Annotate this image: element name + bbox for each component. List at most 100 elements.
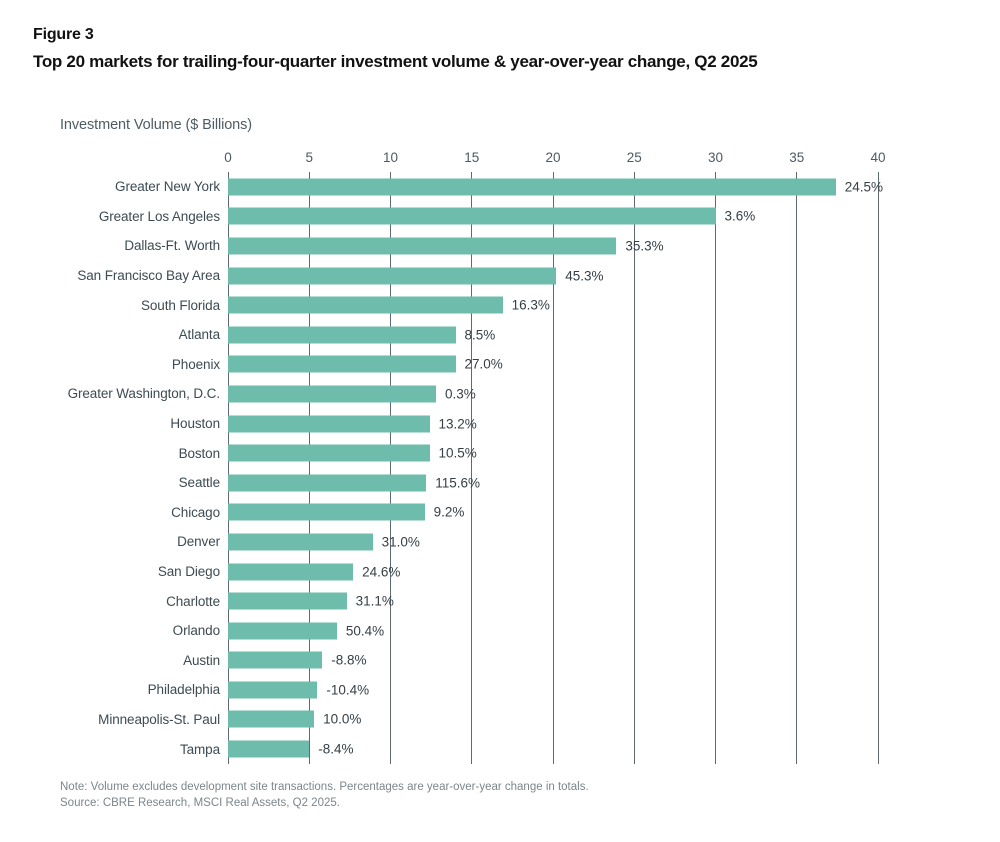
bar-track: 9.2% (228, 498, 878, 528)
bar-track: -8.8% (228, 646, 878, 676)
volume-bar (228, 355, 456, 373)
yoy-change-label: 35.3% (625, 238, 664, 254)
gridline (796, 172, 798, 764)
market-label: Tampa (179, 741, 220, 757)
bar-track: 3.6% (228, 202, 878, 232)
volume-bar (228, 178, 836, 196)
yoy-change-label: 115.6% (435, 475, 481, 491)
yoy-change-label: 31.0% (381, 534, 420, 550)
bar-track: 10.5% (228, 438, 878, 468)
gridline (471, 172, 473, 764)
yoy-change-label: -10.4% (326, 682, 370, 698)
bar-chart-plot-area: Greater New York 24.5% Greater Los Angeles… (68, 172, 883, 764)
bar-row: Greater New York 24.5% (0, 172, 883, 202)
market-label: San Diego (157, 564, 220, 580)
yoy-change-label: 9.2% (433, 504, 465, 520)
bar-track: 13.2% (228, 409, 878, 439)
bar-row: Tampa -8.4% (0, 734, 878, 764)
yoy-change-label: 8.5% (464, 327, 496, 343)
bar-row: Boston 10.5% (0, 438, 878, 468)
yoy-change-label: 10.0% (323, 711, 362, 727)
axis-title: Investment Volume ($ Billions) (60, 117, 253, 133)
market-label: Minneapolis-St. Paul (98, 711, 220, 727)
bar-track: 0.3% (228, 379, 878, 409)
market-label: South Florida (141, 297, 220, 313)
market-label: Greater Washington, D.C. (67, 386, 221, 402)
gridline (308, 172, 310, 764)
yoy-change-label: 13.2% (438, 416, 477, 432)
volume-bar (228, 592, 347, 610)
yoy-change-label: 27.0% (464, 356, 503, 372)
bar-track: -8.4% (228, 734, 878, 764)
volume-bar (228, 385, 436, 403)
figure-label: Figure 3 (33, 26, 94, 43)
bar-track: 24.6% (228, 557, 878, 587)
bar-track: 10.0% (228, 705, 878, 735)
yoy-change-label: 24.5% (844, 179, 884, 195)
bar-row: Greater Los Angeles 3.6% (0, 202, 878, 232)
volume-bar (228, 651, 323, 669)
x-tick-label: 10 (382, 150, 399, 165)
bar-track: 31.1% (228, 586, 878, 616)
volume-bar (228, 563, 354, 581)
bar-row: Atlanta 8.5% (0, 320, 878, 350)
volume-bar (228, 415, 430, 433)
market-label: Philadelphia (147, 682, 220, 698)
market-label: San Francisco Bay Area (77, 268, 220, 284)
volume-bar (228, 237, 617, 255)
bar-row: Seattle 115.6% (0, 468, 878, 498)
bar-row: San Francisco Bay Area 45.3% (0, 261, 878, 291)
volume-bar (228, 503, 425, 521)
gridline (715, 172, 716, 764)
chart-source: Source: CBRE Research, MSCI Real Assets,… (60, 797, 340, 809)
x-axis-ticks: 0 5 10 15 20 25 30 35 40 (224, 150, 885, 166)
bar-row: Austin -8.8% (0, 646, 878, 676)
gridline (227, 172, 229, 764)
x-tick-label: 0 (224, 150, 232, 165)
bar-row: Orlando 50.4% (0, 616, 878, 646)
yoy-change-label: 3.6% (724, 208, 756, 224)
bar-track: 115.6% (228, 468, 878, 498)
bar-row: San Diego 24.6% (0, 557, 878, 587)
yoy-change-label: 16.3% (511, 297, 550, 313)
market-label: Greater Los Angeles (98, 208, 220, 224)
volume-bar (228, 710, 315, 728)
bar-row: Philadelphia -10.4% (0, 675, 878, 705)
gridline (390, 172, 391, 764)
bar-row: Chicago 9.2% (0, 498, 878, 528)
bar-track: 50.4% (228, 616, 878, 646)
bar-row: Greater Washington, D.C. 0.3% (0, 379, 878, 409)
bar-track: 8.5% (228, 320, 878, 350)
x-tick-label: 25 (626, 150, 642, 165)
market-label: Boston (178, 445, 221, 461)
bar-track: 16.3% (228, 290, 878, 320)
market-label: Denver (177, 534, 220, 550)
bar-row: Minneapolis-St. Paul 10.0% (0, 705, 878, 735)
yoy-change-label: 0.3% (445, 386, 476, 402)
bar-row: Denver 31.0% (0, 527, 878, 557)
volume-bar (228, 622, 337, 640)
volume-bar (228, 681, 318, 699)
bar-track: 24.5% (228, 172, 883, 202)
bar-track: -10.4% (228, 675, 878, 705)
x-tick-label: 5 (305, 150, 314, 165)
bar-row: Dallas-Ft. Worth 35.3% (0, 231, 878, 261)
market-label: Charlotte (166, 593, 220, 609)
bar-row: South Florida 16.3% (0, 290, 878, 320)
volume-bar (228, 207, 716, 225)
bar-track: 27.0% (228, 350, 878, 380)
x-tick-label: 40 (870, 150, 886, 165)
yoy-change-label: 31.1% (355, 593, 394, 609)
yoy-change-label: 10.5% (438, 445, 477, 461)
volume-bar (228, 740, 310, 758)
x-tick-label: 20 (545, 150, 561, 165)
market-label: Houston (170, 416, 220, 432)
bar-row: Phoenix 27.0% (0, 350, 878, 380)
bar-track: 45.3% (228, 261, 878, 291)
yoy-change-label: 45.3% (565, 268, 604, 284)
market-label: Chicago (171, 504, 220, 520)
yoy-change-label: 24.6% (362, 564, 401, 580)
market-label: Greater New York (115, 179, 220, 195)
yoy-change-label: -8.4% (318, 741, 354, 757)
